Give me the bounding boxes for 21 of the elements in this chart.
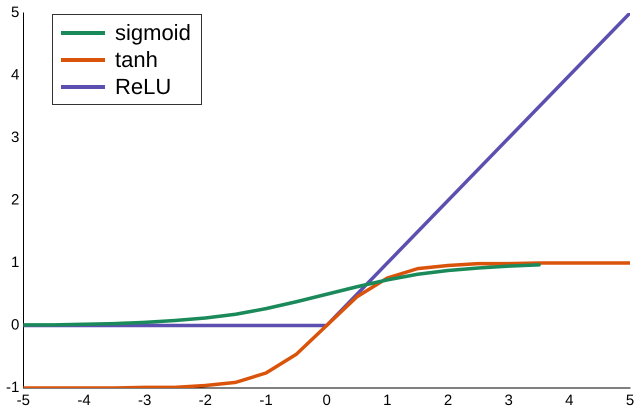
x-tick-label: -1	[259, 392, 273, 410]
y-tick-label: 0	[10, 316, 20, 334]
y-tick-label: 3	[10, 129, 20, 146]
x-tick-label: 5	[626, 392, 634, 410]
x-tick-label: -3	[138, 392, 152, 410]
legend-label: tanh	[115, 46, 158, 72]
x-tick-label: 3	[504, 392, 513, 410]
y-tick-label: 2	[10, 192, 20, 209]
y-tick-label: 5	[10, 4, 20, 22]
x-tick-label: 1	[383, 392, 392, 410]
x-tick-label: 2	[444, 392, 452, 410]
x-tick-label: -4	[77, 392, 91, 410]
x-tick-label: -2	[198, 392, 212, 410]
legend-label: ReLU	[115, 74, 172, 100]
x-tick-label: 4	[565, 392, 574, 410]
y-tick-label: 1	[10, 254, 20, 272]
x-tick-label: -5	[16, 392, 30, 410]
legend-label: sigmoid	[115, 20, 191, 46]
y-tick-label: -1	[6, 379, 20, 396]
y-tick-label: 4	[10, 66, 20, 84]
x-tick-label: 0	[322, 392, 331, 410]
